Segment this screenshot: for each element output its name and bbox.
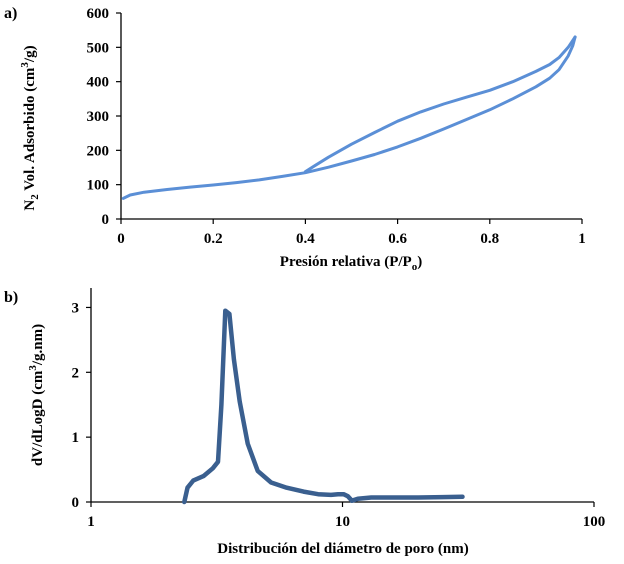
pore-y-tick-label: 1 xyxy=(72,430,80,446)
isotherm-y-tick-label: 100 xyxy=(87,178,110,194)
pore-x-tick-label: 100 xyxy=(583,514,606,530)
isotherm-series-1-line xyxy=(121,35,577,200)
isotherm-series-2-line xyxy=(303,35,577,174)
pore-x-tick-label: 10 xyxy=(335,514,350,530)
panel-a-label: a) xyxy=(4,5,17,22)
isotherm-y-tick-label: 300 xyxy=(87,109,110,125)
pore-y-tick-label: 2 xyxy=(72,365,80,381)
isotherm-x-tick-label: 0.2 xyxy=(204,231,223,247)
isotherm-y-label: N2 Vol. Adsorbido (cm3/g) xyxy=(19,45,41,210)
isotherm-chart: 0 0.2 0.4 0.6 0.8 1 0 100 200 300 400 500 600 Presió… xyxy=(19,6,586,273)
panel-b-label: b) xyxy=(4,289,18,306)
pore-y-tick-label: 3 xyxy=(72,300,80,316)
isotherm-x-tick-label: 0.4 xyxy=(296,231,315,247)
isotherm-x-tick-label: 1 xyxy=(578,231,586,247)
isotherm-x-tick-label: 0.8 xyxy=(480,231,499,247)
isotherm-y-tick-label: 600 xyxy=(87,6,110,22)
isotherm-y-tick-label: 500 xyxy=(87,40,110,56)
isotherm-x-label: Presión relativa (P/Po) xyxy=(280,254,422,273)
isotherm-y-tick-label: 200 xyxy=(87,143,110,159)
isotherm-y-tick-label: 0 xyxy=(102,212,110,228)
pore-series-1-line xyxy=(182,308,465,505)
isotherm-x-tick-label: 0.6 xyxy=(388,231,407,247)
isotherm-x-tick-label: 0 xyxy=(117,231,125,247)
pore-y-label: dV/dLogD (cm3/g.nm) xyxy=(27,324,46,466)
pore-y-tick-label: 0 xyxy=(72,495,80,511)
pore-x-tick-label: 1 xyxy=(87,514,95,530)
isotherm-y-tick-label: 400 xyxy=(87,75,110,91)
pore-x-label: Distribución del diámetro de poro (nm) xyxy=(217,541,469,557)
